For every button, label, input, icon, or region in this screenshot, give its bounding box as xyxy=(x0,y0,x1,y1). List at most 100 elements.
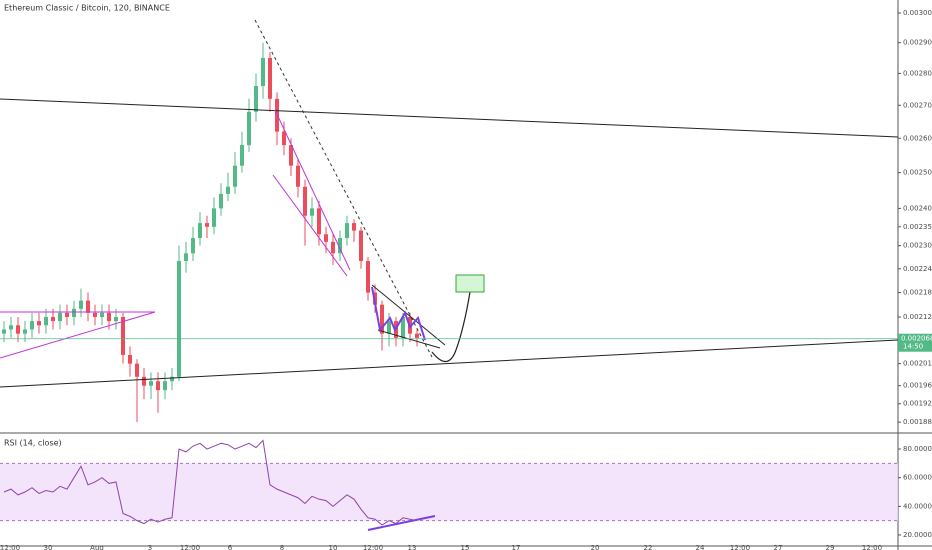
candle-body xyxy=(44,316,48,326)
last-price-tag xyxy=(898,333,932,352)
candles xyxy=(2,42,419,423)
x-tick-label: 24 xyxy=(696,544,705,550)
candle-body xyxy=(331,241,335,254)
last-price-label: 0.002068 xyxy=(901,335,932,343)
candle-body xyxy=(310,208,314,216)
candle-body xyxy=(191,238,195,254)
candle-body xyxy=(380,304,384,334)
candle-body xyxy=(366,261,370,293)
x-tick-label: 8 xyxy=(280,544,284,550)
candle-body xyxy=(100,312,104,317)
x-tick-label: 12:00 xyxy=(862,544,882,550)
candle-body xyxy=(58,312,62,322)
candle-body xyxy=(247,111,251,146)
candle-body xyxy=(135,363,139,377)
candle-body xyxy=(289,145,293,166)
y-tick-label: 60.0000 xyxy=(903,474,932,482)
x-tick-label: 17 xyxy=(512,544,521,550)
target-box xyxy=(455,274,485,293)
candle-body xyxy=(240,145,244,166)
candle-body xyxy=(226,186,230,194)
drawings xyxy=(0,19,899,531)
x-tick-label: 13 xyxy=(408,544,417,550)
candle-body xyxy=(261,57,265,87)
candle-body xyxy=(205,223,209,227)
candle-body xyxy=(345,223,349,239)
rsi-title: RSI (14, close) xyxy=(4,439,62,448)
candle-body xyxy=(9,325,13,330)
candle-body xyxy=(121,316,125,355)
x-tick-label: 27 xyxy=(774,544,783,550)
x-tick-label: 10 xyxy=(329,544,338,550)
x-tick-label: 30 xyxy=(44,544,53,550)
candle-body xyxy=(23,329,27,334)
candle-body xyxy=(37,321,41,326)
x-tick-label: 12:00 xyxy=(0,544,20,550)
candle-body xyxy=(401,316,405,338)
candle-body xyxy=(233,165,237,187)
candle-body xyxy=(177,261,181,377)
y-tick-label: 80.0000 xyxy=(903,445,932,453)
candle-body xyxy=(387,321,391,334)
candle-body xyxy=(317,208,321,235)
rsi-band xyxy=(0,463,898,521)
wedge-line xyxy=(371,284,446,346)
candle-body xyxy=(338,238,342,254)
x-tick-label: 22 xyxy=(644,544,653,550)
candle-body xyxy=(415,333,419,338)
candle-body xyxy=(359,230,363,262)
triangle-line xyxy=(0,311,156,359)
candle-body xyxy=(2,329,6,334)
candle-body xyxy=(324,234,328,242)
x-tick-label: 29 xyxy=(826,544,835,550)
candle-body xyxy=(93,312,97,317)
y-tick-label: 0.001880 xyxy=(903,418,932,426)
channel-line xyxy=(272,174,348,277)
y-tick-label: 20.0000 xyxy=(903,531,932,539)
trend-line xyxy=(0,98,899,138)
candle-body xyxy=(128,354,132,364)
x-tick-label: 3 xyxy=(148,544,152,550)
trend-line xyxy=(0,339,899,388)
candle-body xyxy=(254,86,258,112)
zigzag xyxy=(371,286,426,341)
x-tick-label: 12:00 xyxy=(363,544,383,550)
rsi-pane xyxy=(0,462,898,522)
last-time-label: 14:50 xyxy=(903,343,923,351)
candle-body xyxy=(114,316,118,322)
x-tick-label: 6 xyxy=(228,544,233,550)
candle-body xyxy=(142,376,146,386)
candle-body xyxy=(30,321,34,330)
projection-arrow xyxy=(431,291,471,363)
candle-body xyxy=(352,223,356,231)
candle-body xyxy=(79,300,83,309)
candle-body xyxy=(86,300,90,313)
candle-body xyxy=(268,57,272,99)
candle-body xyxy=(303,186,307,216)
candle-body xyxy=(149,381,153,386)
channel-line xyxy=(274,109,351,271)
x-tick-label: 15 xyxy=(461,544,470,550)
candle-body xyxy=(65,312,69,317)
candle-body xyxy=(296,165,300,187)
candle-body xyxy=(282,131,286,146)
rsi-line xyxy=(3,439,418,526)
x-tick-label: 12:00 xyxy=(730,544,750,550)
candle-body xyxy=(170,376,174,382)
candle-body xyxy=(163,381,167,391)
